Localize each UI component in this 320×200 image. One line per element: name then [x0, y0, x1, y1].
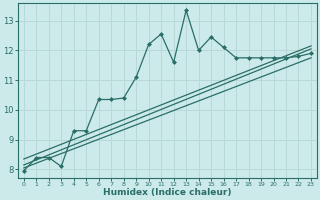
X-axis label: Humidex (Indice chaleur): Humidex (Indice chaleur)	[103, 188, 232, 197]
